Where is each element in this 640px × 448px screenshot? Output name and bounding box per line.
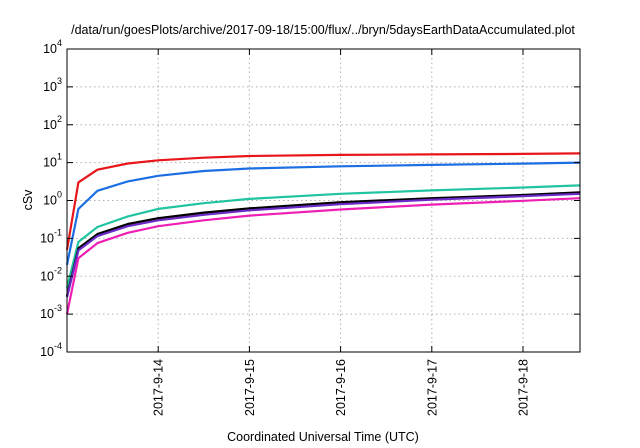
y-tick-exponent: 2 (57, 114, 62, 124)
y-tick-base: 10 (40, 345, 54, 359)
series-line (65, 161, 581, 266)
y-tick-base: 10 (43, 194, 57, 208)
y-tick-base: 10 (43, 42, 57, 56)
x-tick-label: 2017-9-15 (243, 359, 257, 416)
series-line (65, 152, 581, 250)
x-tick-label: 2017-9-16 (334, 359, 348, 416)
y-tick-base: 10 (40, 231, 54, 245)
x-tick-label: 2017-9-17 (425, 359, 439, 416)
grid (67, 49, 580, 352)
y-tick-label: 104 (43, 38, 62, 56)
series-line (65, 192, 581, 298)
y-tick-label: 10-2 (40, 265, 62, 283)
y-tick-label: 10-3 (40, 303, 62, 321)
series-line (65, 184, 581, 288)
y-axis-label: cSv (21, 189, 35, 211)
y-tick-base: 10 (43, 80, 57, 94)
chart-title: /data/run/goesPlots/archive/2017-09-18/1… (71, 23, 575, 37)
y-tick-exponent: 3 (57, 76, 62, 86)
x-ticks: 2017-9-14 2017-9-15 2017-9-16 2017-9-17 2017… (152, 49, 531, 416)
y-tick-label: 10-4 (40, 341, 62, 359)
y-tick-exponent: 0 (57, 190, 62, 200)
y-tick-exponent: 4 (57, 38, 62, 48)
series-group (65, 152, 581, 315)
y-tick-label: 100 (43, 190, 62, 208)
x-tick-label: 2017-9-14 (152, 359, 166, 416)
x-axis-label: Coordinated Universal Time (UTC) (227, 430, 419, 444)
series-line (65, 197, 581, 315)
y-tick-exponent: 1 (57, 152, 62, 162)
y-tick-base: 10 (40, 307, 54, 321)
y-tick-exponent: -1 (54, 227, 62, 237)
series-line (65, 192, 581, 297)
y-tick-exponent: -4 (54, 341, 62, 351)
y-tick-label: 102 (43, 114, 62, 132)
y-tick-exponent: -3 (54, 303, 62, 313)
series-line (65, 191, 581, 297)
y-tick-label: 10-1 (40, 227, 62, 245)
y-tick-base: 10 (40, 269, 54, 283)
y-tick-base: 10 (43, 118, 57, 132)
y-tick-base: 10 (43, 156, 57, 170)
y-tick-label: 101 (43, 152, 62, 170)
x-tick-label: 2017-9-18 (517, 359, 531, 416)
y-tick-label: 103 (43, 76, 62, 94)
y-tick-exponent: -2 (54, 265, 62, 275)
